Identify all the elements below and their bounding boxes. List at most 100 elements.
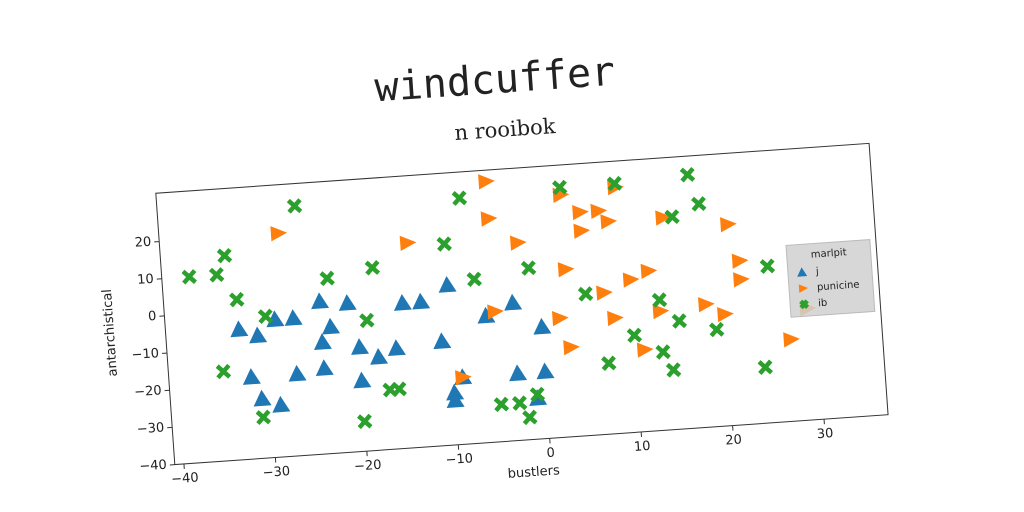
scatter-point (436, 236, 452, 252)
scatter-point (230, 320, 249, 338)
legend-marker (799, 299, 810, 310)
scatter-point (655, 210, 672, 226)
scatter-point (783, 332, 800, 348)
scatter-point (359, 312, 375, 329)
scatter-point (338, 294, 357, 311)
y-axis-label: antarchistical (100, 289, 121, 377)
scatter-point (253, 389, 272, 407)
scatter-point (577, 286, 594, 302)
y-tick-label: 10 (137, 272, 155, 288)
scatter-point (288, 364, 307, 382)
scatter-point (626, 327, 643, 344)
scatter-point (520, 260, 537, 276)
scatter-point (759, 258, 776, 274)
scatter-point (216, 247, 233, 264)
scatter-point (652, 303, 670, 320)
scatter-point (533, 317, 552, 335)
scatter-point (563, 340, 580, 356)
scatter-point (351, 338, 370, 355)
scatter-point (551, 311, 569, 327)
scatter-point (708, 321, 725, 338)
x-tick-label: 20 (725, 432, 743, 448)
scatter-point (509, 364, 528, 382)
y-tick-label: −40 (139, 458, 167, 475)
scatter-point (181, 269, 197, 285)
x-tick-label: 10 (633, 439, 651, 455)
scatter-point (596, 285, 613, 301)
x-tick-label: −10 (445, 451, 473, 468)
scatter-point (493, 396, 510, 413)
scatter-point (353, 371, 372, 389)
scatter-point (266, 310, 285, 328)
scatter-point (601, 355, 617, 371)
x-tick-label: 30 (816, 426, 834, 442)
scatter-point (671, 313, 688, 329)
x-tick-label: −30 (262, 464, 290, 481)
scatter-point (208, 267, 225, 283)
scatter-point (446, 391, 465, 408)
scatter-point (651, 292, 668, 308)
legend-label: j (815, 266, 820, 277)
scatter-point (255, 409, 272, 426)
scatter-point (665, 362, 682, 378)
legend-label: punicine (817, 279, 860, 293)
scatter-point (655, 344, 671, 360)
legend-marker (797, 267, 808, 277)
plot-area: −40 −30 −20 −10 0 10 20 30 −40 −30 −20 −10 0 10 20 bust… (100, 142, 889, 487)
scatter-point (284, 309, 303, 326)
y-tick-label: 0 (148, 309, 157, 325)
scatter-point (509, 235, 527, 251)
scatter-point (357, 413, 373, 430)
scatter-point (622, 272, 640, 288)
scatter-point (679, 167, 696, 183)
scatter-point (322, 317, 341, 335)
scatter-point (286, 198, 303, 214)
scatter-point (607, 310, 624, 327)
chart-title: windcuffer (373, 49, 616, 112)
scatter-point (249, 326, 268, 344)
scatter-point (480, 211, 498, 227)
scatter-point (757, 359, 774, 375)
scatter-point (399, 235, 417, 252)
scatter-point (412, 292, 431, 310)
legend-marker (798, 284, 809, 293)
y-tick-label: −30 (136, 420, 164, 437)
scatter-point (451, 190, 468, 206)
scatter-point (466, 271, 482, 288)
scatter-point (552, 179, 568, 196)
scatter-point (536, 362, 555, 380)
scatter-point (717, 306, 734, 323)
plot-frame (155, 142, 889, 466)
legend-box (785, 239, 876, 318)
scatter-point (438, 275, 457, 293)
legend-title: marlpit (810, 247, 847, 260)
scatter-point (387, 339, 406, 357)
scatter-point (215, 363, 232, 380)
scatter-point (573, 223, 591, 239)
scatter-point (229, 291, 245, 308)
scatter-point (313, 333, 332, 351)
scatter-point (391, 381, 407, 397)
scatter-point (690, 196, 707, 212)
scatter-point (511, 395, 528, 411)
scatter-point (319, 270, 335, 287)
scatter-point (606, 175, 623, 192)
scatter-point (600, 214, 618, 230)
scatter-point (731, 253, 749, 269)
scatter-point (664, 209, 680, 225)
scatter-point (733, 272, 750, 288)
scatter-point (590, 203, 608, 220)
scatter-point (257, 308, 274, 325)
scatter-point (487, 304, 504, 320)
scatter-point (433, 332, 452, 350)
x-axis-label: bustlers (507, 463, 560, 482)
scatter-point (393, 294, 412, 311)
scatter-point (698, 297, 715, 313)
scatter-point (370, 347, 389, 365)
scatter-point (529, 386, 546, 403)
scatter-point (557, 262, 575, 278)
scatter-point (272, 395, 291, 413)
chart-subtitle: n rooibok (454, 114, 557, 145)
scatter-point (242, 368, 261, 385)
